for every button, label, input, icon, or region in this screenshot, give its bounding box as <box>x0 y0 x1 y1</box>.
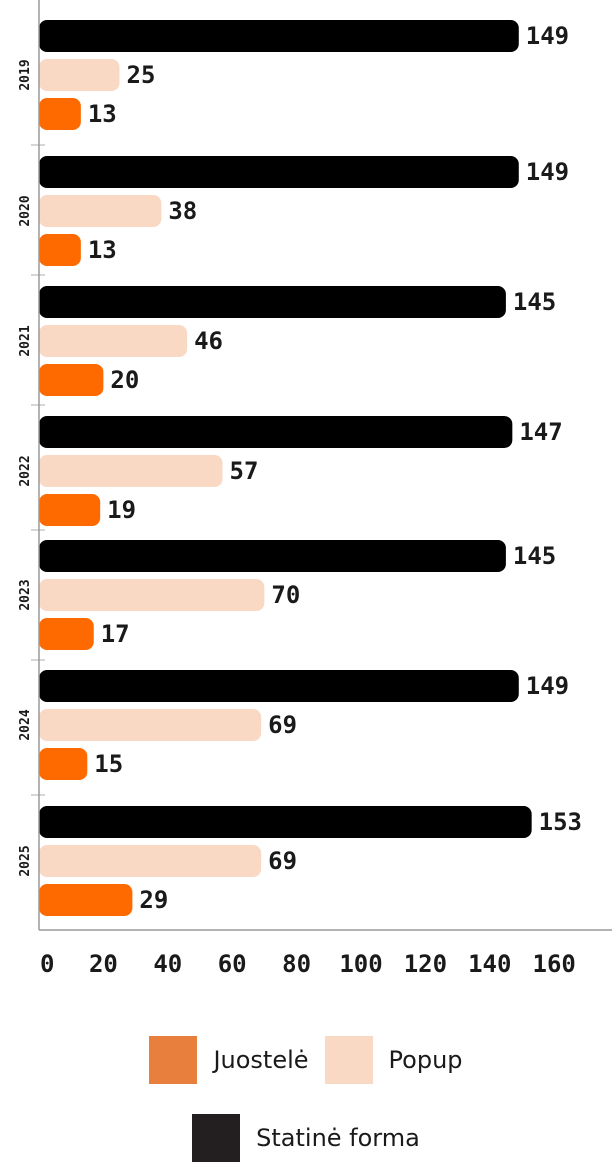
x-tick-label: 0 <box>40 950 54 978</box>
x-tick-label: 160 <box>533 950 576 978</box>
bar-value-label: 25 <box>127 61 156 89</box>
category-label: 2025 <box>18 845 33 876</box>
legend-label-juostele: Juostelė <box>213 1046 309 1074</box>
bar <box>39 748 88 780</box>
bar <box>39 325 188 357</box>
bar-value-label: 70 <box>271 581 300 609</box>
bar-value-label: 57 <box>230 457 259 485</box>
bar <box>39 59 120 91</box>
bar <box>39 709 262 741</box>
x-tick-label: 80 <box>282 950 311 978</box>
category-label: 2020 <box>18 195 33 226</box>
bar <box>39 286 506 318</box>
bar-value-label: 19 <box>107 496 136 524</box>
bar <box>39 806 532 838</box>
bar <box>39 540 506 572</box>
bar-value-label: 38 <box>168 197 197 225</box>
chart-grid <box>31 144 45 796</box>
x-tick-label: 100 <box>339 950 382 978</box>
bar <box>39 20 519 52</box>
bar-value-label: 20 <box>110 366 139 394</box>
bar-value-label: 69 <box>268 847 297 875</box>
bar-value-label: 145 <box>513 542 556 570</box>
legend-row-2: Statinė forma <box>0 1114 612 1162</box>
bar-value-label: 149 <box>526 22 569 50</box>
category-label: 2023 <box>18 579 33 610</box>
category-label: 2024 <box>18 709 33 740</box>
bar-value-label: 13 <box>88 100 117 128</box>
bar-chart: 149 25 13 149 38 13 145 46 20 147 57 19 145 70 17 149 69… <box>18 0 612 978</box>
category-label: 2019 <box>18 59 33 90</box>
bar-value-label: 145 <box>513 288 556 316</box>
legend-label-statine-forma: Statinė forma <box>256 1124 420 1152</box>
bar <box>39 455 223 487</box>
legend-item-popup: Popup <box>324 1036 463 1084</box>
x-tick-label: 40 <box>153 950 182 978</box>
x-tick-label: 60 <box>218 950 247 978</box>
bar-value-label: 147 <box>519 418 562 446</box>
bar-value-label: 153 <box>539 808 582 836</box>
bar <box>39 195 162 227</box>
legend-label-popup: Popup <box>388 1046 463 1074</box>
chart-value-labels: 149 25 13 149 38 13 145 46 20 147 57 19 145 70 17 149 69… <box>88 22 582 914</box>
bar <box>39 98 81 130</box>
bar-value-label: 13 <box>88 236 117 264</box>
legend-swatch-juostele <box>149 1036 198 1084</box>
bar <box>39 494 101 526</box>
bar <box>39 234 81 266</box>
bar <box>39 618 94 650</box>
legend-item-statine-forma: Statinė forma <box>192 1114 420 1162</box>
legend-swatch-popup <box>324 1036 373 1084</box>
legend-item-juostele: Juostelė <box>149 1036 309 1084</box>
bar-value-label: 149 <box>526 672 569 700</box>
legend-swatch-statine-forma <box>192 1114 241 1162</box>
bar-value-label: 15 <box>94 750 123 778</box>
bar <box>39 670 519 702</box>
bar-value-label: 46 <box>194 327 223 355</box>
bar <box>39 364 104 396</box>
bar-value-label: 17 <box>101 620 130 648</box>
bar <box>39 884 133 916</box>
bar <box>39 156 519 188</box>
bar-value-label: 69 <box>268 711 297 739</box>
bar <box>39 579 265 611</box>
bar <box>39 416 513 448</box>
chart-category-labels: 2019 2020 2021 2022 2023 2024 2025 <box>18 59 33 876</box>
category-label: 2021 <box>18 325 33 356</box>
chart-x-axis: 0 20 40 60 80 100 120 140 160 <box>38 0 612 978</box>
x-tick-label: 120 <box>404 950 447 978</box>
chart-bars <box>39 20 532 916</box>
legend-row-1: Juostelė Popup <box>0 1036 612 1084</box>
category-label: 2022 <box>18 455 33 486</box>
x-tick-label: 140 <box>468 950 511 978</box>
x-tick-label: 20 <box>89 950 118 978</box>
bar-value-label: 149 <box>526 158 569 186</box>
bar <box>39 845 262 877</box>
bar-value-label: 29 <box>139 886 168 914</box>
